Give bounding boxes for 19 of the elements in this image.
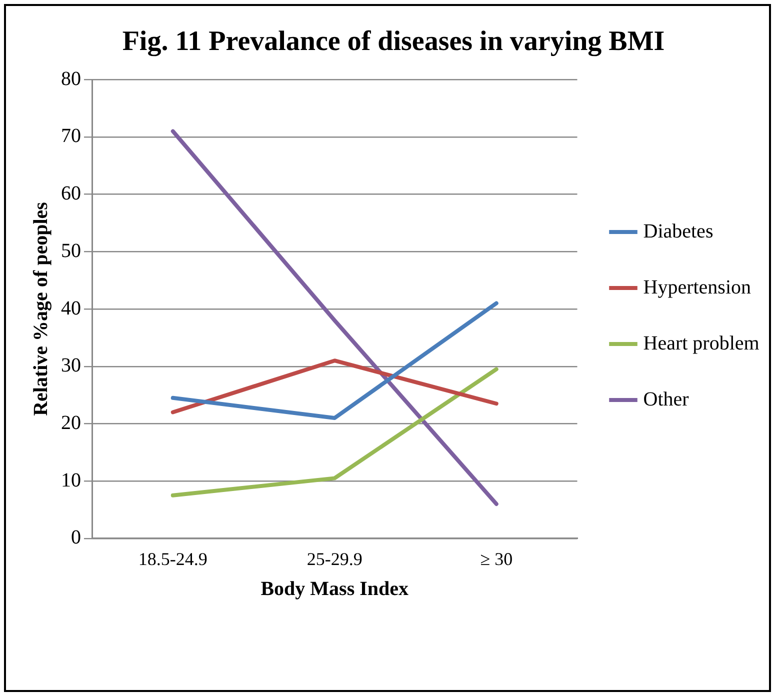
y-tick-label: 80 xyxy=(61,68,81,90)
legend-label: Heart problem xyxy=(643,332,760,354)
y-tick-label: 20 xyxy=(61,412,81,434)
legend-label: Diabetes xyxy=(643,220,714,242)
chart-title: Fig. 11 Prevalance of diseases in varying BMI xyxy=(122,26,665,58)
x-tick-label: 25-29.9 xyxy=(306,548,362,569)
legend-label: Other xyxy=(643,388,690,410)
y-axis-title: Relative %age of peoples xyxy=(30,202,52,416)
y-tick-label: 10 xyxy=(61,469,81,492)
y-tick-label: 40 xyxy=(61,297,81,320)
y-tick-label: 70 xyxy=(61,125,81,148)
x-tick-label: 18.5-24.9 xyxy=(138,548,208,569)
legend-label: Hypertension xyxy=(643,276,752,298)
y-tick-label: 30 xyxy=(61,354,81,377)
x-axis-title: Body Mass Index xyxy=(260,578,409,600)
y-tick-label: 60 xyxy=(61,182,81,205)
y-tick-label: 50 xyxy=(61,240,81,262)
y-tick-label: 0 xyxy=(71,526,81,549)
x-tick-label: ≥ 30 xyxy=(480,548,513,569)
